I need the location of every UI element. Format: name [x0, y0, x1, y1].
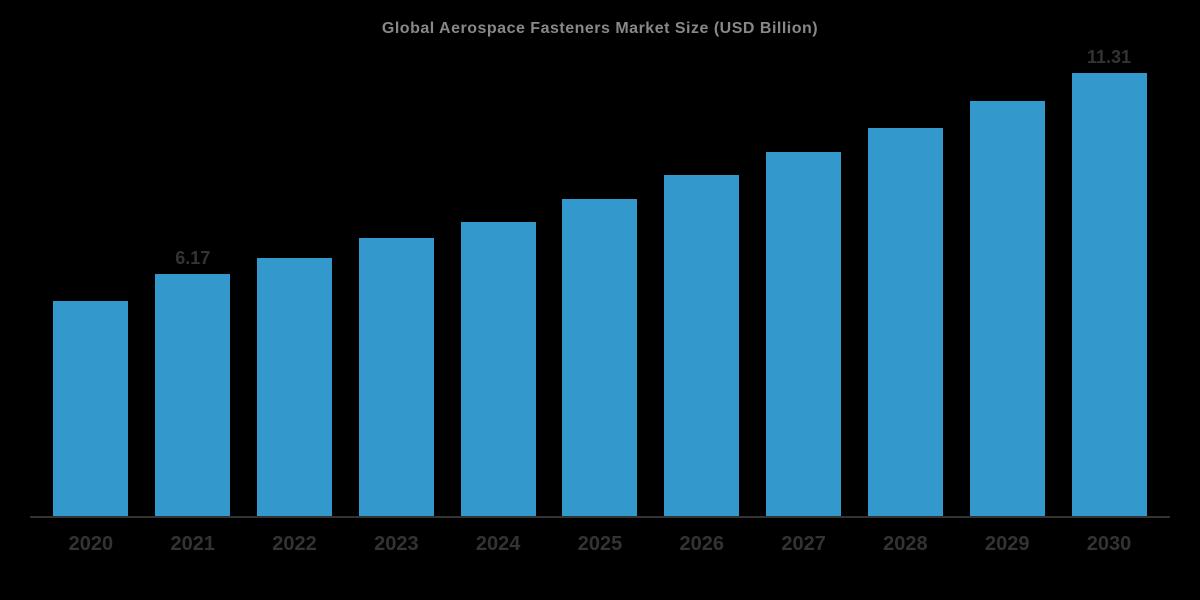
bar [1072, 73, 1147, 516]
bar-group: 11.31 [1058, 48, 1160, 516]
bar [562, 199, 637, 516]
bar-group [244, 48, 346, 516]
bar [461, 222, 536, 516]
bar-value-label: 6.17 [175, 248, 210, 269]
bar [155, 274, 230, 516]
bar-group [549, 48, 651, 516]
x-axis-label: 2023 [345, 533, 447, 556]
bar [359, 238, 434, 516]
bar-group [447, 48, 549, 516]
chart-title: Global Aerospace Fasteners Market Size (… [30, 20, 1170, 38]
bar-group [345, 48, 447, 516]
x-axis-label: 2025 [549, 533, 651, 556]
x-axis-label: 2030 [1058, 533, 1160, 556]
bar-group [40, 48, 142, 516]
bar [664, 175, 739, 516]
bar [868, 128, 943, 516]
x-axis: 2020202120222023202420252026202720282029… [30, 518, 1170, 556]
bar [970, 101, 1045, 516]
x-axis-label: 2021 [142, 533, 244, 556]
x-axis-label: 2029 [956, 533, 1058, 556]
bars-wrapper: 6.17 11.31 [30, 48, 1170, 516]
chart-container: Global Aerospace Fasteners Market Size (… [0, 0, 1200, 600]
x-axis-label: 2028 [855, 533, 957, 556]
bar-group [651, 48, 753, 516]
bar-group [855, 48, 957, 516]
bar-group: 6.17 [142, 48, 244, 516]
bar [766, 152, 841, 516]
bar [53, 301, 128, 516]
bar-group [753, 48, 855, 516]
x-axis-label: 2022 [244, 533, 346, 556]
bar [257, 258, 332, 517]
bar-value-label: 11.31 [1087, 47, 1131, 68]
x-axis-label: 2020 [40, 533, 142, 556]
x-axis-label: 2024 [447, 533, 549, 556]
x-axis-label: 2026 [651, 533, 753, 556]
chart-area: 6.17 11.31 [30, 48, 1170, 518]
bar-group [956, 48, 1058, 516]
x-axis-label: 2027 [753, 533, 855, 556]
